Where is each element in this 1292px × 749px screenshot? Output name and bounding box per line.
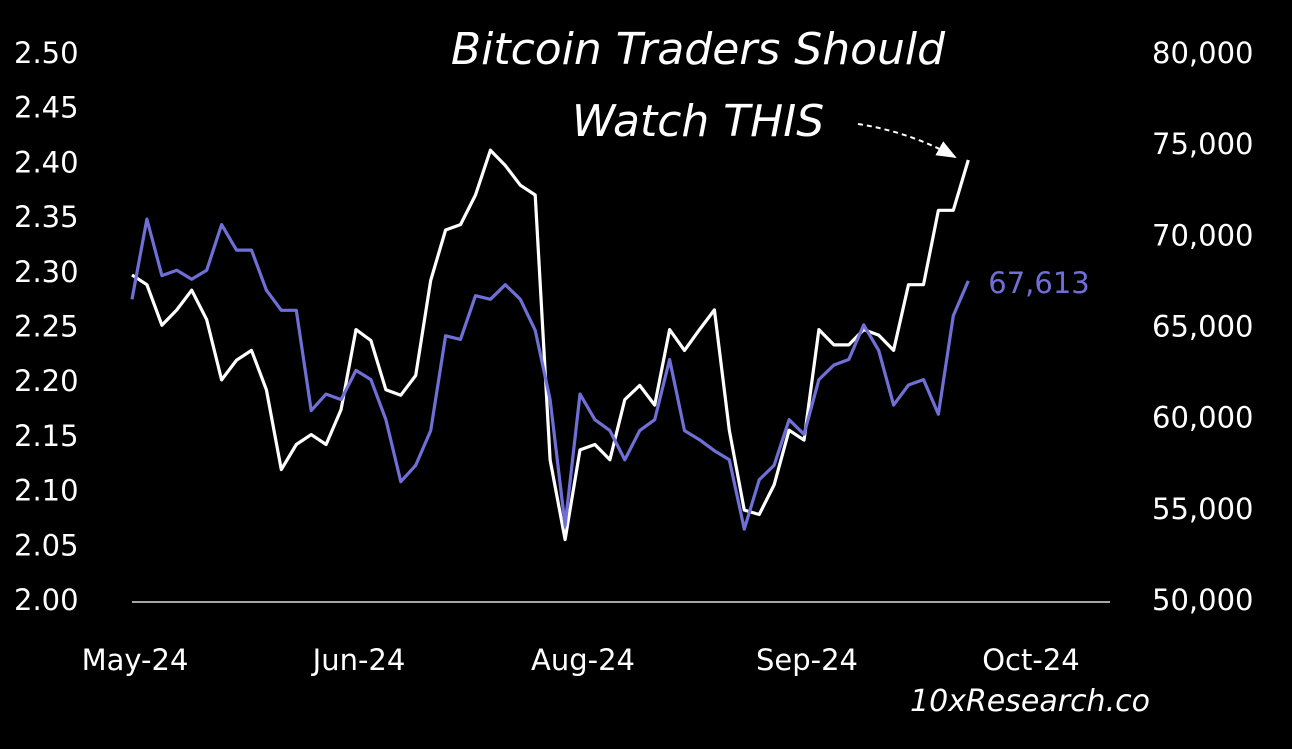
value-label: 67,613 (988, 266, 1089, 300)
y2-tick-label: 80,000 (1152, 36, 1253, 70)
y-tick-label: 2.20 (14, 364, 79, 398)
x-tick-label: Jun-24 (311, 643, 406, 677)
y2-tick-label: 75,000 (1152, 127, 1253, 161)
series-line (130, 217, 970, 531)
x-tick-label: Aug-24 (531, 643, 635, 677)
y-tick-label: 2.00 (14, 583, 79, 617)
y2-tick-label: 65,000 (1152, 310, 1253, 344)
y-tick-label: 2.50 (14, 36, 79, 70)
y2-tick-label: 55,000 (1152, 492, 1253, 526)
x-tick-label: Oct-24 (982, 643, 1080, 677)
y-tick-label: 2.05 (14, 528, 79, 562)
y-tick-label: 2.25 (14, 310, 79, 344)
y-tick-label: 2.40 (14, 145, 79, 179)
y-tick-label: 2.15 (14, 419, 79, 453)
x-tick-label: Sep-24 (756, 643, 858, 677)
annotation-arrow (857, 123, 957, 158)
x-tick-label: May-24 (82, 643, 189, 677)
y2-tick-label: 70,000 (1152, 218, 1253, 252)
y-tick-label: 2.45 (14, 91, 79, 125)
chart-title: Bitcoin Traders Should Watch THIS (450, 24, 946, 147)
y-tick-label: 2.10 (14, 474, 79, 508)
y2-tick-label: 60,000 (1152, 401, 1253, 435)
series-line (131, 148, 970, 542)
y-tick-label: 2.30 (14, 255, 79, 289)
source-label: 10xResearch.co (910, 684, 1150, 719)
y-tick-label: 2.35 (14, 200, 79, 234)
y2-tick-label: 50,000 (1152, 583, 1253, 617)
